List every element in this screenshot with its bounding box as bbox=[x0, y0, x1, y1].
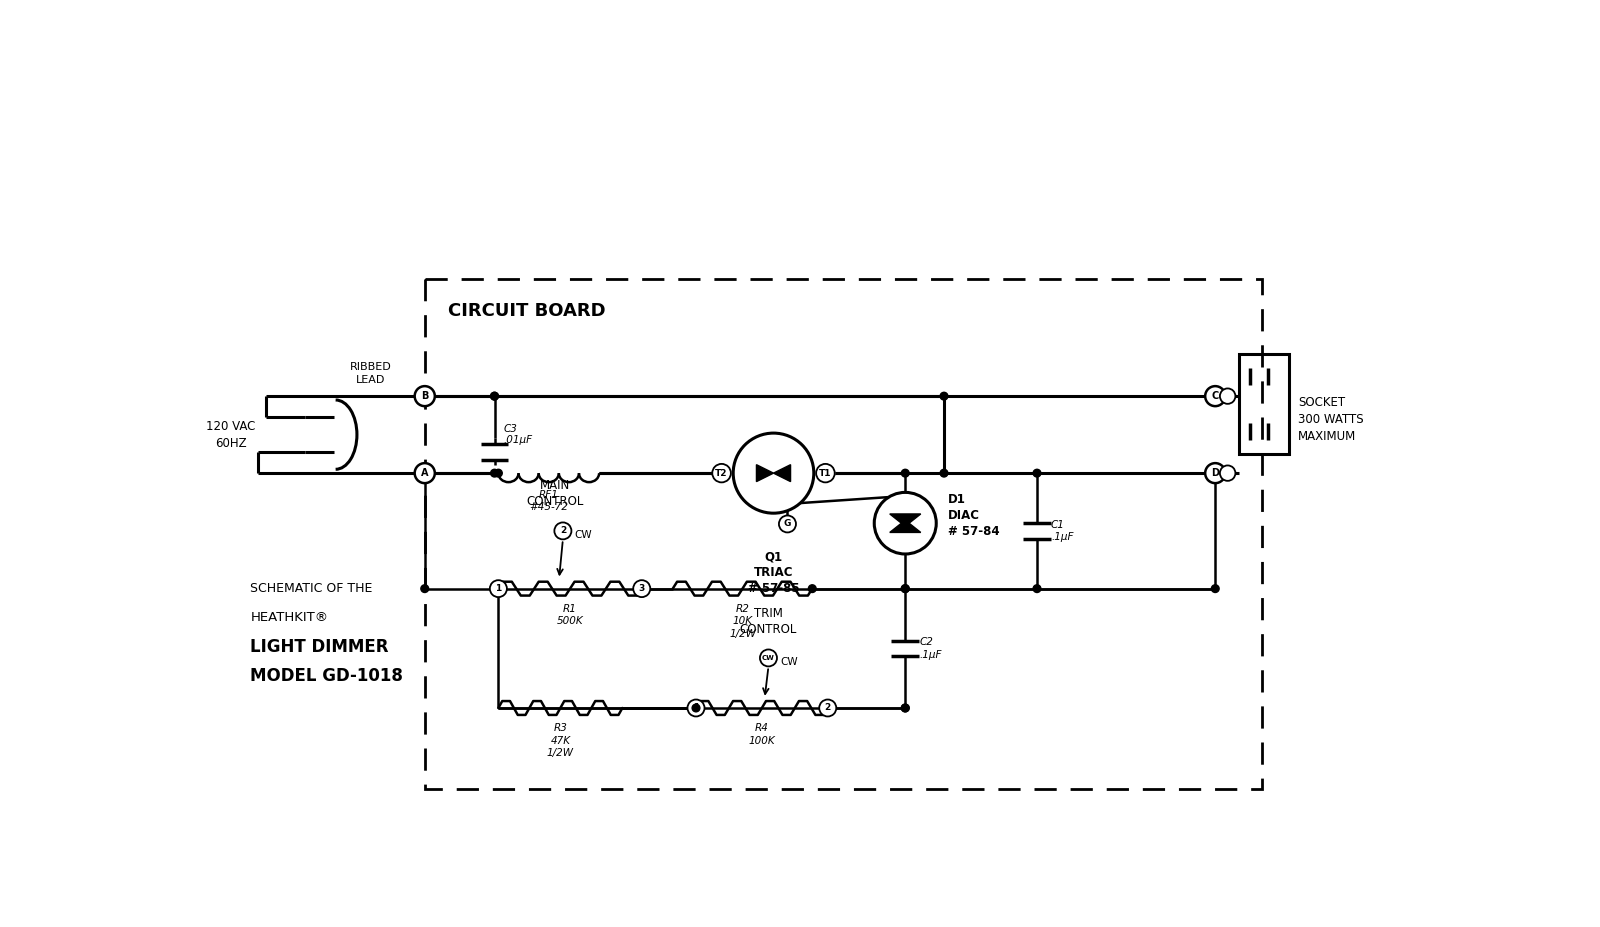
Circle shape bbox=[901, 585, 909, 592]
Bar bbox=[1238, 354, 1290, 454]
Polygon shape bbox=[757, 464, 773, 482]
Circle shape bbox=[901, 469, 909, 477]
Text: 1: 1 bbox=[496, 584, 501, 593]
Text: HEATHKIT®: HEATHKIT® bbox=[250, 612, 328, 625]
Circle shape bbox=[1034, 469, 1042, 477]
Circle shape bbox=[491, 392, 498, 400]
Circle shape bbox=[1219, 388, 1235, 404]
Circle shape bbox=[733, 433, 814, 514]
Text: R2
10K
1/2W: R2 10K 1/2W bbox=[730, 604, 757, 639]
Text: 1: 1 bbox=[693, 704, 699, 713]
Text: RF1
#45-72: RF1 #45-72 bbox=[530, 490, 568, 512]
Text: RIBBED
LEAD: RIBBED LEAD bbox=[350, 362, 392, 385]
Polygon shape bbox=[890, 520, 920, 532]
Text: CIRCUIT BOARD: CIRCUIT BOARD bbox=[448, 302, 606, 320]
Circle shape bbox=[414, 464, 435, 483]
Circle shape bbox=[1205, 387, 1226, 406]
Text: 120 VAC
60HZ: 120 VAC 60HZ bbox=[206, 420, 256, 450]
Circle shape bbox=[901, 705, 909, 712]
Bar bbox=[424, 279, 1262, 789]
Circle shape bbox=[941, 392, 947, 400]
Text: B: B bbox=[421, 391, 429, 401]
Text: C2
.1μF: C2 .1μF bbox=[918, 637, 942, 659]
Circle shape bbox=[1034, 585, 1042, 592]
Text: T2: T2 bbox=[715, 469, 728, 477]
Circle shape bbox=[816, 464, 835, 482]
Text: 2: 2 bbox=[824, 704, 830, 713]
Circle shape bbox=[490, 580, 507, 597]
Circle shape bbox=[554, 523, 571, 540]
Text: MAIN
CONTROL: MAIN CONTROL bbox=[526, 478, 584, 508]
Text: C: C bbox=[1211, 391, 1219, 401]
Text: 3: 3 bbox=[638, 584, 645, 593]
Circle shape bbox=[688, 700, 704, 717]
Text: CW: CW bbox=[574, 529, 592, 540]
Circle shape bbox=[421, 585, 429, 592]
Text: SCHEMATIC OF THE: SCHEMATIC OF THE bbox=[250, 582, 373, 595]
Circle shape bbox=[491, 469, 498, 477]
Text: R1
500K: R1 500K bbox=[557, 604, 584, 627]
Text: D1
DIAC
# 57-84: D1 DIAC # 57-84 bbox=[947, 493, 1000, 538]
Text: SOCKET
300 WATTS
MAXIMUM: SOCKET 300 WATTS MAXIMUM bbox=[1298, 396, 1363, 443]
Text: Q1
TRIAC
# 57-85: Q1 TRIAC # 57-85 bbox=[747, 550, 800, 595]
Circle shape bbox=[693, 705, 699, 712]
Circle shape bbox=[779, 515, 795, 532]
Text: C3
.01μF: C3 .01μF bbox=[504, 424, 533, 446]
Polygon shape bbox=[773, 464, 790, 482]
Circle shape bbox=[414, 387, 435, 406]
Text: CW: CW bbox=[762, 655, 774, 661]
Text: LIGHT DIMMER: LIGHT DIMMER bbox=[250, 638, 389, 656]
Text: D: D bbox=[1211, 468, 1219, 478]
Circle shape bbox=[901, 585, 909, 592]
Text: G: G bbox=[784, 519, 790, 528]
Text: R4
100K: R4 100K bbox=[749, 723, 774, 746]
Text: 2: 2 bbox=[560, 527, 566, 536]
Circle shape bbox=[1211, 585, 1219, 592]
Circle shape bbox=[634, 580, 650, 597]
Text: CW: CW bbox=[781, 657, 798, 667]
Circle shape bbox=[494, 469, 502, 477]
Text: T1: T1 bbox=[819, 469, 832, 477]
Circle shape bbox=[808, 585, 816, 592]
Circle shape bbox=[712, 464, 731, 482]
Circle shape bbox=[1205, 464, 1226, 483]
Text: C1
.1μF: C1 .1μF bbox=[1051, 520, 1074, 542]
Circle shape bbox=[819, 700, 837, 717]
Text: A: A bbox=[421, 468, 429, 478]
Circle shape bbox=[491, 392, 498, 400]
Circle shape bbox=[901, 705, 909, 712]
Text: TRIM
CONTROL: TRIM CONTROL bbox=[739, 607, 797, 636]
Circle shape bbox=[874, 492, 936, 554]
Circle shape bbox=[941, 469, 947, 477]
Polygon shape bbox=[890, 514, 920, 527]
Circle shape bbox=[1219, 465, 1235, 481]
Circle shape bbox=[760, 650, 778, 667]
Text: R3
47K
1/2W: R3 47K 1/2W bbox=[547, 723, 574, 758]
Text: MODEL GD-1018: MODEL GD-1018 bbox=[250, 667, 403, 685]
Circle shape bbox=[494, 585, 502, 592]
